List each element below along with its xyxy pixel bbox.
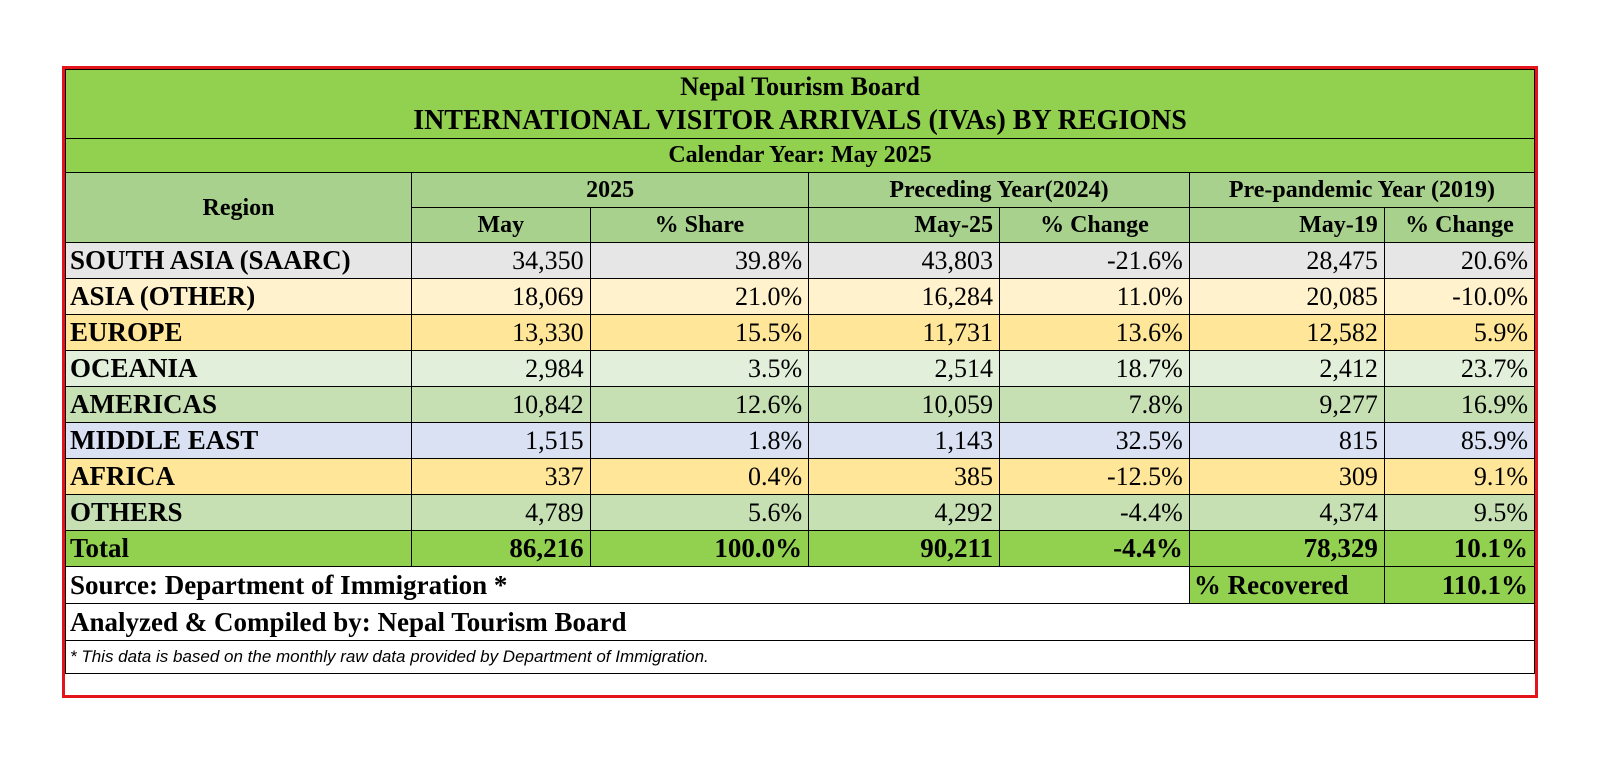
cell-may25: 43,803 — [808, 242, 1000, 279]
cell-share: 21.0% — [589, 278, 810, 315]
col-group-prepandemic: Pre-pandemic Year (2019) — [1188, 172, 1536, 208]
cell-share: 39.8% — [589, 242, 810, 279]
col-may: May — [411, 207, 591, 243]
cell-share: 5.6% — [589, 494, 810, 531]
cell-share: 0.4% — [589, 458, 810, 495]
cell-region: MIDDLE EAST — [64, 422, 413, 459]
table-row: MIDDLE EAST 1,515 1.8% 1,143 32.5% 815 85.9% — [64, 422, 1536, 459]
col-group-preceding: Preceding Year(2024) — [808, 172, 1190, 208]
table-row: OCEANIA 2,984 3.5% 2,514 18.7% 2,412 23.7% — [64, 350, 1536, 387]
cell-may: 4,789 — [411, 494, 591, 531]
table-row: AFRICA 337 0.4% 385 -12.5% 309 9.1% — [64, 458, 1536, 495]
table-row: OTHERS 4,789 5.6% 4,292 -4.4% 4,374 9.5% — [64, 494, 1536, 531]
cell-change2: 9.5% — [1383, 494, 1536, 531]
cell-may: 337 — [411, 458, 591, 495]
cell-share: 15.5% — [589, 314, 810, 351]
total-change-2024: -4.4% — [998, 530, 1190, 567]
cell-may19: 4,374 — [1188, 494, 1385, 531]
col-may19: May-19 — [1188, 207, 1385, 243]
cell-region: EUROPE — [64, 314, 413, 351]
cell-may25: 385 — [808, 458, 1000, 495]
report-frame: Nepal Tourism Board INTERNATIONAL VISITO… — [62, 66, 1538, 698]
cell-may19: 2,412 — [1188, 350, 1385, 387]
cell-may25: 1,143 — [808, 422, 1000, 459]
cell-may19: 815 — [1188, 422, 1385, 459]
cell-may25: 16,284 — [808, 278, 1000, 315]
col-share: % Share — [589, 207, 810, 243]
cell-may: 2,984 — [411, 350, 591, 387]
cell-change2: 9.1% — [1383, 458, 1536, 495]
cell-may25: 4,292 — [808, 494, 1000, 531]
total-may19: 78,329 — [1188, 530, 1385, 567]
total-share: 100.0% — [589, 530, 810, 567]
cell-change1: 13.6% — [998, 314, 1190, 351]
cell-may19: 9,277 — [1188, 386, 1385, 423]
cell-change2: 20.6% — [1383, 242, 1536, 279]
cell-may19: 12,582 — [1188, 314, 1385, 351]
cell-region: OTHERS — [64, 494, 413, 531]
cell-change1: -4.4% — [998, 494, 1190, 531]
cell-region: ASIA (OTHER) — [64, 278, 413, 315]
cell-region: AMERICAS — [64, 386, 413, 423]
report-title: INTERNATIONAL VISITOR ARRIVALS (IVAs) BY… — [65, 104, 1535, 139]
cell-change1: -21.6% — [998, 242, 1190, 279]
cell-change2: 16.9% — [1383, 386, 1536, 423]
cell-share: 1.8% — [589, 422, 810, 459]
cell-may: 13,330 — [411, 314, 591, 351]
col-change-2024: % Change — [998, 207, 1190, 243]
table-row: AMERICAS 10,842 12.6% 10,059 7.8% 9,277 16.9% — [64, 386, 1536, 423]
cell-region: AFRICA — [64, 458, 413, 495]
cell-may19: 28,475 — [1188, 242, 1385, 279]
table-row: ASIA (OTHER) 18,069 21.0% 16,284 11.0% 20,085… — [64, 278, 1536, 315]
source-text: Source: Department of Immigration * — [65, 566, 1190, 604]
cell-change2: 85.9% — [1383, 422, 1536, 459]
cell-share: 3.5% — [589, 350, 810, 387]
recovered-value: 110.1% — [1383, 566, 1536, 604]
col-group-2025: 2025 — [411, 172, 810, 208]
cell-change1: -12.5% — [998, 458, 1190, 495]
total-row: Total 86,216 100.0% 90,211 -4.4% 78,329 … — [64, 530, 1536, 567]
cell-may25: 2,514 — [808, 350, 1000, 387]
cell-change1: 11.0% — [998, 278, 1190, 315]
cell-change1: 32.5% — [998, 422, 1190, 459]
table-body: SOUTH ASIA (SAARC) 34,350 39.8% 43,803 -21.6… — [64, 242, 1536, 531]
total-may: 86,216 — [411, 530, 591, 567]
cell-may25: 10,059 — [808, 386, 1000, 423]
cell-may25: 11,731 — [808, 314, 1000, 351]
cell-may19: 20,085 — [1188, 278, 1385, 315]
table-row: SOUTH ASIA (SAARC) 34,350 39.8% 43,803 -21.6… — [64, 242, 1536, 279]
cell-change1: 7.8% — [998, 386, 1190, 423]
cell-may19: 309 — [1188, 458, 1385, 495]
table-row: EUROPE 13,330 15.5% 11,731 13.6% 12,582 5.9% — [64, 314, 1536, 351]
org-title: Nepal Tourism Board — [65, 69, 1535, 104]
total-label: Total — [64, 530, 413, 567]
cell-may: 18,069 — [411, 278, 591, 315]
col-region: Region — [64, 172, 413, 243]
compiled-by: Analyzed & Compiled by: Nepal Tourism Bo… — [65, 603, 1535, 641]
cell-may: 1,515 — [411, 422, 591, 459]
cell-change2: 23.7% — [1383, 350, 1536, 387]
report-subtitle: Calendar Year: May 2025 — [65, 138, 1535, 173]
cell-may: 10,842 — [411, 386, 591, 423]
footnote: * This data is based on the monthly raw … — [65, 640, 1535, 674]
col-change-2019: % Change — [1383, 207, 1536, 243]
col-may25: May-25 — [808, 207, 1000, 243]
total-may25: 90,211 — [808, 530, 1000, 567]
cell-region: SOUTH ASIA (SAARC) — [64, 242, 413, 279]
total-change-2019: 10.1% — [1383, 530, 1536, 567]
cell-share: 12.6% — [589, 386, 810, 423]
cell-change2: -10.0% — [1383, 278, 1536, 315]
cell-change2: 5.9% — [1383, 314, 1536, 351]
arrivals-table: Nepal Tourism Board INTERNATIONAL VISITO… — [64, 69, 1536, 674]
cell-region: OCEANIA — [64, 350, 413, 387]
recovered-label: % Recovered — [1188, 566, 1385, 604]
cell-change1: 18.7% — [998, 350, 1190, 387]
cell-may: 34,350 — [411, 242, 591, 279]
